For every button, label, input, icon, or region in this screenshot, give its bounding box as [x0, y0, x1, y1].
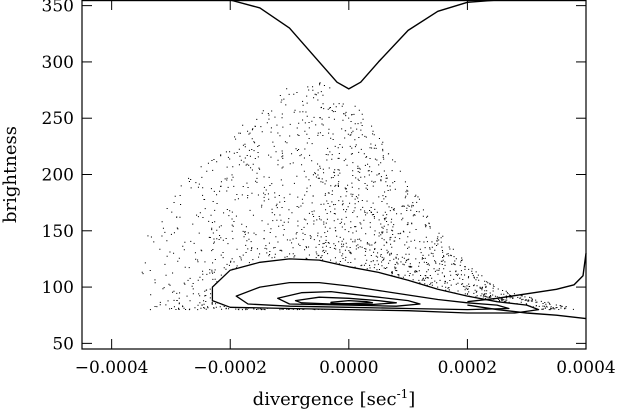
x-tick-label: −0.0004	[75, 358, 149, 378]
x-tick-label: 0.0000	[319, 358, 378, 378]
distribution-right-lower-curve	[467, 304, 587, 320]
y-tick-label: 200	[42, 166, 74, 186]
density-contours	[211, 258, 540, 314]
y-tick-label: 150	[42, 222, 74, 242]
distribution-right-curve	[467, 253, 587, 303]
x-tick-label: 0.0004	[556, 358, 615, 378]
y-tick-label: 100	[42, 278, 74, 298]
y-axis-ticks: 50 100 150 200 250 300 350	[42, 0, 586, 354]
contour-level-2	[235, 281, 510, 311]
contour-level-1	[211, 258, 540, 314]
x-axis-title: divergence [sec-1]	[253, 387, 416, 410]
x-axis-title-close: ]	[408, 389, 415, 410]
y-tick-label: 250	[42, 109, 74, 129]
y-tick-label: 350	[42, 0, 74, 17]
distribution-curves	[230, 0, 587, 320]
contour-level-5	[330, 299, 374, 305]
x-axis-title-main: divergence [sec	[253, 389, 397, 410]
x-tick-label: −0.0002	[193, 358, 267, 378]
distribution-top-curve	[230, 0, 498, 90]
x-tick-label: 0.0002	[438, 358, 497, 378]
contour-level-3	[277, 290, 421, 307]
y-tick-label: 300	[42, 53, 74, 73]
x-axis-title-superscript: -1	[397, 387, 409, 401]
y-tick-label: 50	[52, 334, 74, 354]
x-axis-ticks: −0.0004 −0.0002 0.0000 0.0002 0.0004	[75, 0, 616, 378]
contour-level-4	[294, 296, 397, 306]
y-axis-title: brightness	[0, 126, 21, 223]
